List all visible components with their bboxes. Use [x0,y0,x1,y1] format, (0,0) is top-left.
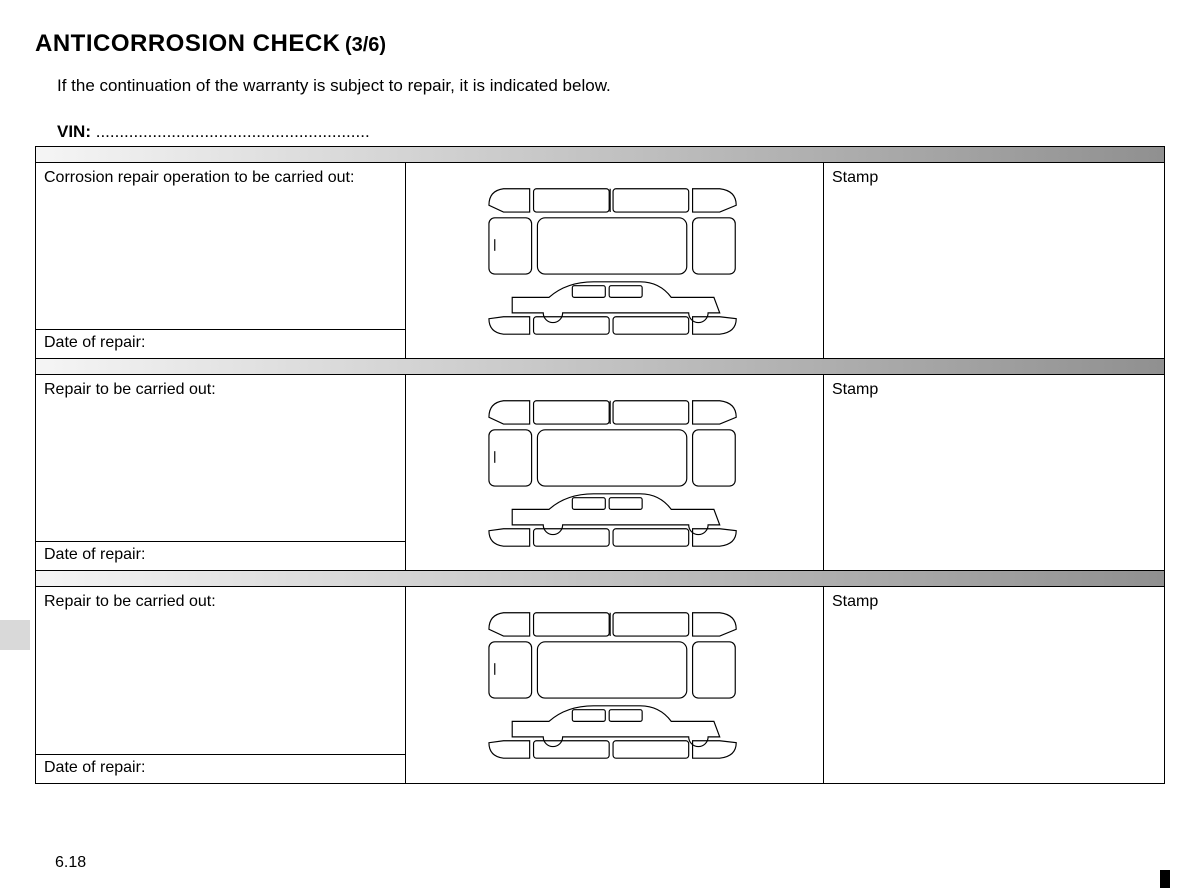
vin-line: VIN: ...................................… [57,122,1165,142]
page-number: 6.18 [55,854,86,872]
title-sub: (3/6) [345,34,386,56]
vin-dots: ........................................… [91,122,370,141]
col-diagram [406,587,824,783]
intro-text: If the continuation of the warranty is s… [57,76,1165,96]
edge-tab [0,620,30,650]
stamp-label: Stamp [824,163,1164,358]
stamp-label: Stamp [824,375,1164,570]
car-panels-icon [465,605,765,765]
main-table: Corrosion repair operation to be carried… [35,146,1165,784]
vin-label: VIN: [57,122,91,141]
col-left: Repair to be carried out: Date of repair… [36,375,406,570]
repair-label: Repair to be carried out: [36,587,405,755]
col-left: Repair to be carried out: Date of repair… [36,587,406,783]
title-main: ANTICORROSION CHECK [35,30,341,57]
date-label: Date of repair: [36,330,405,358]
repair-label: Repair to be carried out: [36,375,405,542]
gradient-divider [36,359,1164,375]
check-section: Repair to be carried out: Date of repair… [36,375,1164,571]
car-panels-icon [465,393,765,553]
date-label: Date of repair: [36,755,405,783]
page-title: ANTICORROSION CHECK (3/6) [35,30,1165,58]
col-diagram [406,163,824,358]
col-left: Corrosion repair operation to be carried… [36,163,406,358]
col-diagram [406,375,824,570]
crop-mark [1160,870,1170,888]
stamp-label: Stamp [824,587,1164,783]
check-section: Repair to be carried out: Date of repair… [36,587,1164,783]
check-section: Corrosion repair operation to be carried… [36,163,1164,359]
car-panels-icon [465,181,765,341]
gradient-divider [36,147,1164,163]
date-label: Date of repair: [36,542,405,570]
gradient-divider [36,571,1164,587]
repair-label: Corrosion repair operation to be carried… [36,163,405,330]
